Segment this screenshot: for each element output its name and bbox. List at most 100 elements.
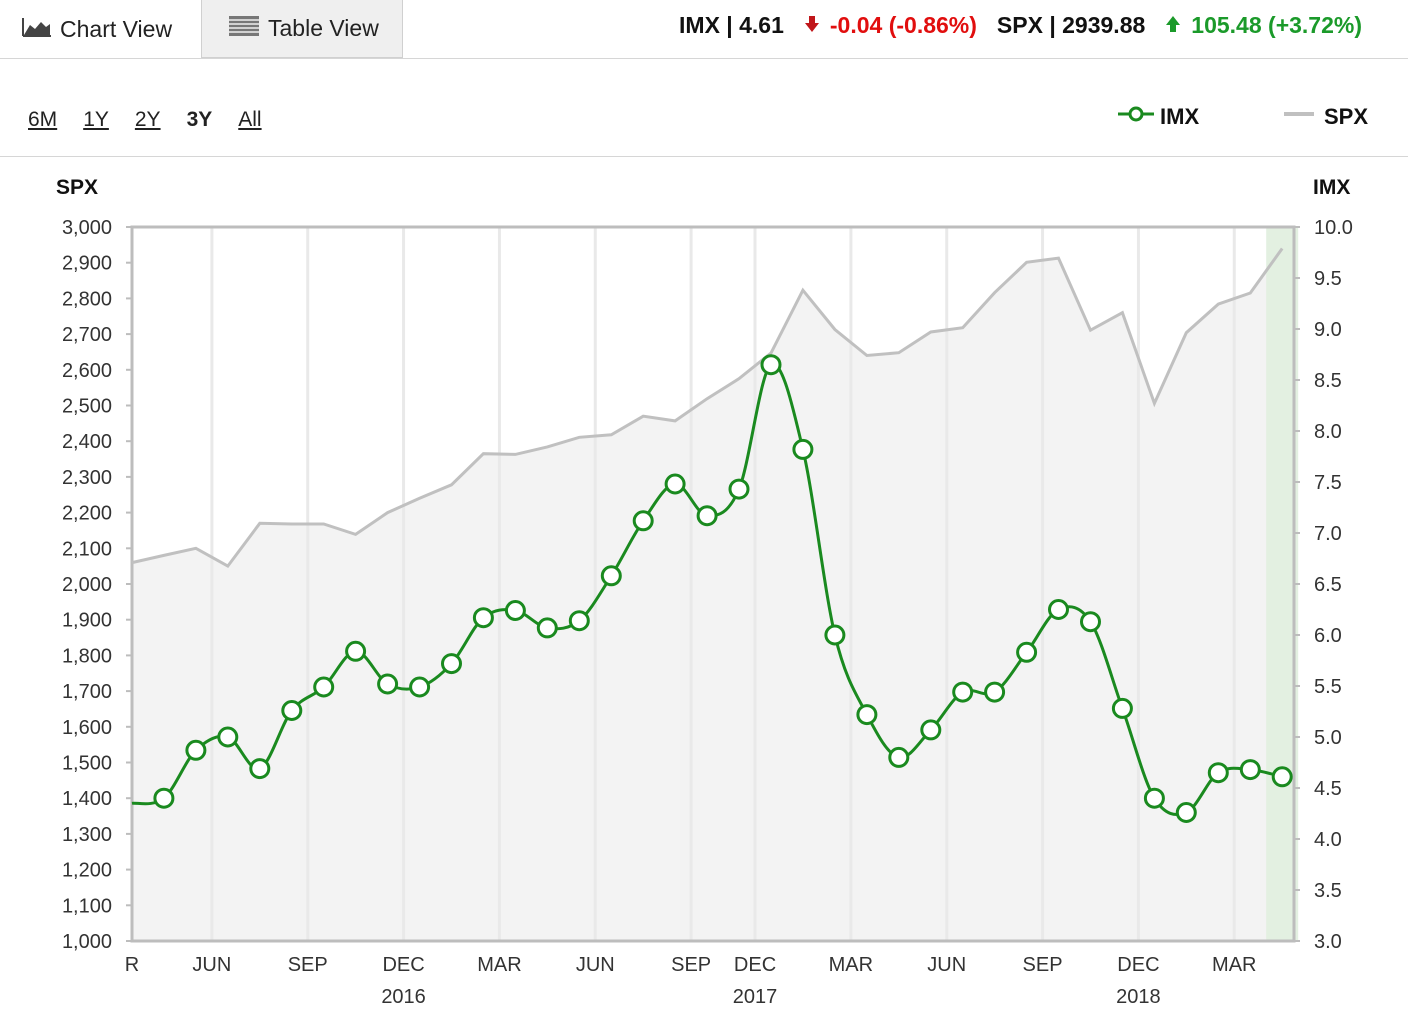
left-tick-label: 2,900 <box>62 253 112 275</box>
range-2y[interactable]: 2Y <box>134 108 161 131</box>
right-tick-label: 8.5 <box>1314 370 1342 392</box>
x-tick-label: DEC <box>1117 954 1159 976</box>
right-tick-label: 4.5 <box>1314 778 1342 800</box>
right-tick-label: 6.0 <box>1314 625 1342 647</box>
left-tick-label: 1,700 <box>62 681 112 703</box>
imx-point[interactable] <box>409 676 431 698</box>
imx-point[interactable] <box>920 719 942 741</box>
left-tick-label: 2,300 <box>62 467 112 489</box>
arrow-up-icon <box>1165 12 1181 39</box>
right-tick-label: 7.5 <box>1314 472 1342 494</box>
x-tick-label: JUN <box>927 954 966 976</box>
right-tick-label: 3.0 <box>1314 931 1342 953</box>
right-tick-label: 4.0 <box>1314 829 1342 851</box>
imx-point[interactable] <box>952 681 974 703</box>
imx-point[interactable] <box>345 640 367 662</box>
left-tick-label: 2,200 <box>62 503 112 525</box>
imx-point[interactable] <box>1016 641 1038 663</box>
x-tick-label: DEC <box>734 954 776 976</box>
imx-point[interactable] <box>1080 611 1101 633</box>
quote-summary: IMX | 4.61 -0.04 (-0.86%) SPX | 2939.88 … <box>679 12 1362 39</box>
imx-point[interactable] <box>153 787 175 809</box>
imx-change: -0.04 (-0.86%) <box>829 12 977 38</box>
left-tick-label: 1,300 <box>62 824 112 846</box>
right-tick-label: 10.0 <box>1314 217 1353 239</box>
tab-chart-view-label: Chart View <box>60 15 173 42</box>
imx-point[interactable] <box>600 565 622 587</box>
imx-point[interactable] <box>472 607 494 629</box>
right-tick-label: 5.5 <box>1314 676 1342 698</box>
spx-line <box>131 247 1284 569</box>
right-axis-title: IMX <box>1313 176 1351 199</box>
imx-point[interactable] <box>664 473 686 495</box>
imx-point[interactable] <box>824 624 846 646</box>
legend-imx[interactable]: IMX <box>1118 104 1199 130</box>
imx-point[interactable] <box>1143 787 1165 809</box>
x-tick-label: R <box>125 954 139 976</box>
x-tick-label: SEP <box>288 954 328 976</box>
range-3y[interactable]: 3Y <box>186 108 213 131</box>
imx-point[interactable] <box>1207 762 1229 784</box>
imx-point[interactable] <box>1239 759 1261 781</box>
legend-spx[interactable]: SPX <box>1284 104 1368 130</box>
imx-point[interactable] <box>1048 599 1069 620</box>
imx-point[interactable] <box>185 739 207 761</box>
tab-chart-view[interactable]: Chart View <box>0 0 200 58</box>
imx-point[interactable] <box>441 653 462 675</box>
tab-table-view[interactable]: Table View <box>201 0 403 58</box>
left-axis-title: SPX <box>56 176 99 199</box>
left-tick-label: 1,800 <box>62 645 112 667</box>
left-tick-label: 2,000 <box>62 574 112 596</box>
x-tick-label: MAR <box>477 954 521 976</box>
imx-point[interactable] <box>792 438 814 460</box>
top-bar: Chart View Table View IMX | 4.61 -0.04 (… <box>0 0 1408 59</box>
imx-point[interactable] <box>377 673 399 695</box>
imx-point[interactable] <box>249 758 271 780</box>
right-tick-label: 6.5 <box>1314 574 1342 596</box>
left-tick-label: 3,000 <box>62 217 112 239</box>
imx-point[interactable] <box>536 617 558 639</box>
left-tick-label: 1,600 <box>62 717 112 739</box>
imx-point[interactable] <box>1175 802 1197 823</box>
tab-table-view-label: Table View <box>268 15 379 41</box>
x-year-label: 2018 <box>1116 986 1161 1008</box>
x-tick-label: SEP <box>1023 954 1063 976</box>
area-chart-icon <box>22 16 52 43</box>
range-6m[interactable]: 6M <box>28 108 58 131</box>
x-tick-label: DEC <box>382 954 424 976</box>
arrow-down-icon <box>804 12 820 39</box>
spx-area <box>132 248 1283 941</box>
imx-point[interactable] <box>281 700 303 721</box>
x-tick-label: SEP <box>671 954 711 976</box>
left-tick-label: 2,500 <box>62 396 112 418</box>
imx-point[interactable] <box>760 354 782 376</box>
legend-imx-label: IMX <box>1160 104 1200 129</box>
imx-point[interactable] <box>984 681 1006 703</box>
x-tick-label: MAR <box>829 954 873 976</box>
range-selector: 6M 1Y 2Y 3Y All <box>28 108 288 132</box>
imx-point[interactable] <box>728 478 750 500</box>
imx-point[interactable] <box>696 505 718 527</box>
right-tick-label: 3.5 <box>1314 880 1342 902</box>
imx-point[interactable] <box>313 676 335 698</box>
left-tick-label: 1,100 <box>62 895 112 917</box>
imx-point[interactable] <box>217 726 239 748</box>
left-tick-label: 2,700 <box>62 324 112 346</box>
left-tick-label: 1,200 <box>62 860 112 882</box>
imx-point[interactable] <box>1271 766 1293 788</box>
imx-point[interactable] <box>856 704 878 726</box>
left-tick-label: 1,900 <box>62 610 112 632</box>
right-tick-label: 9.0 <box>1314 319 1342 341</box>
imx-point[interactable] <box>888 746 910 768</box>
imx-point[interactable] <box>1111 697 1133 719</box>
table-icon <box>228 15 260 43</box>
range-1y[interactable]: 1Y <box>83 108 109 131</box>
imx-point[interactable] <box>632 510 654 532</box>
imx-point[interactable] <box>568 610 590 632</box>
x-tick-label: MAR <box>1212 954 1256 976</box>
spx-change: 105.48 (+3.72%) <box>1191 12 1362 38</box>
range-all[interactable]: All <box>238 108 262 131</box>
imx-point[interactable] <box>504 600 526 621</box>
x-year-label: 2017 <box>733 986 778 1008</box>
